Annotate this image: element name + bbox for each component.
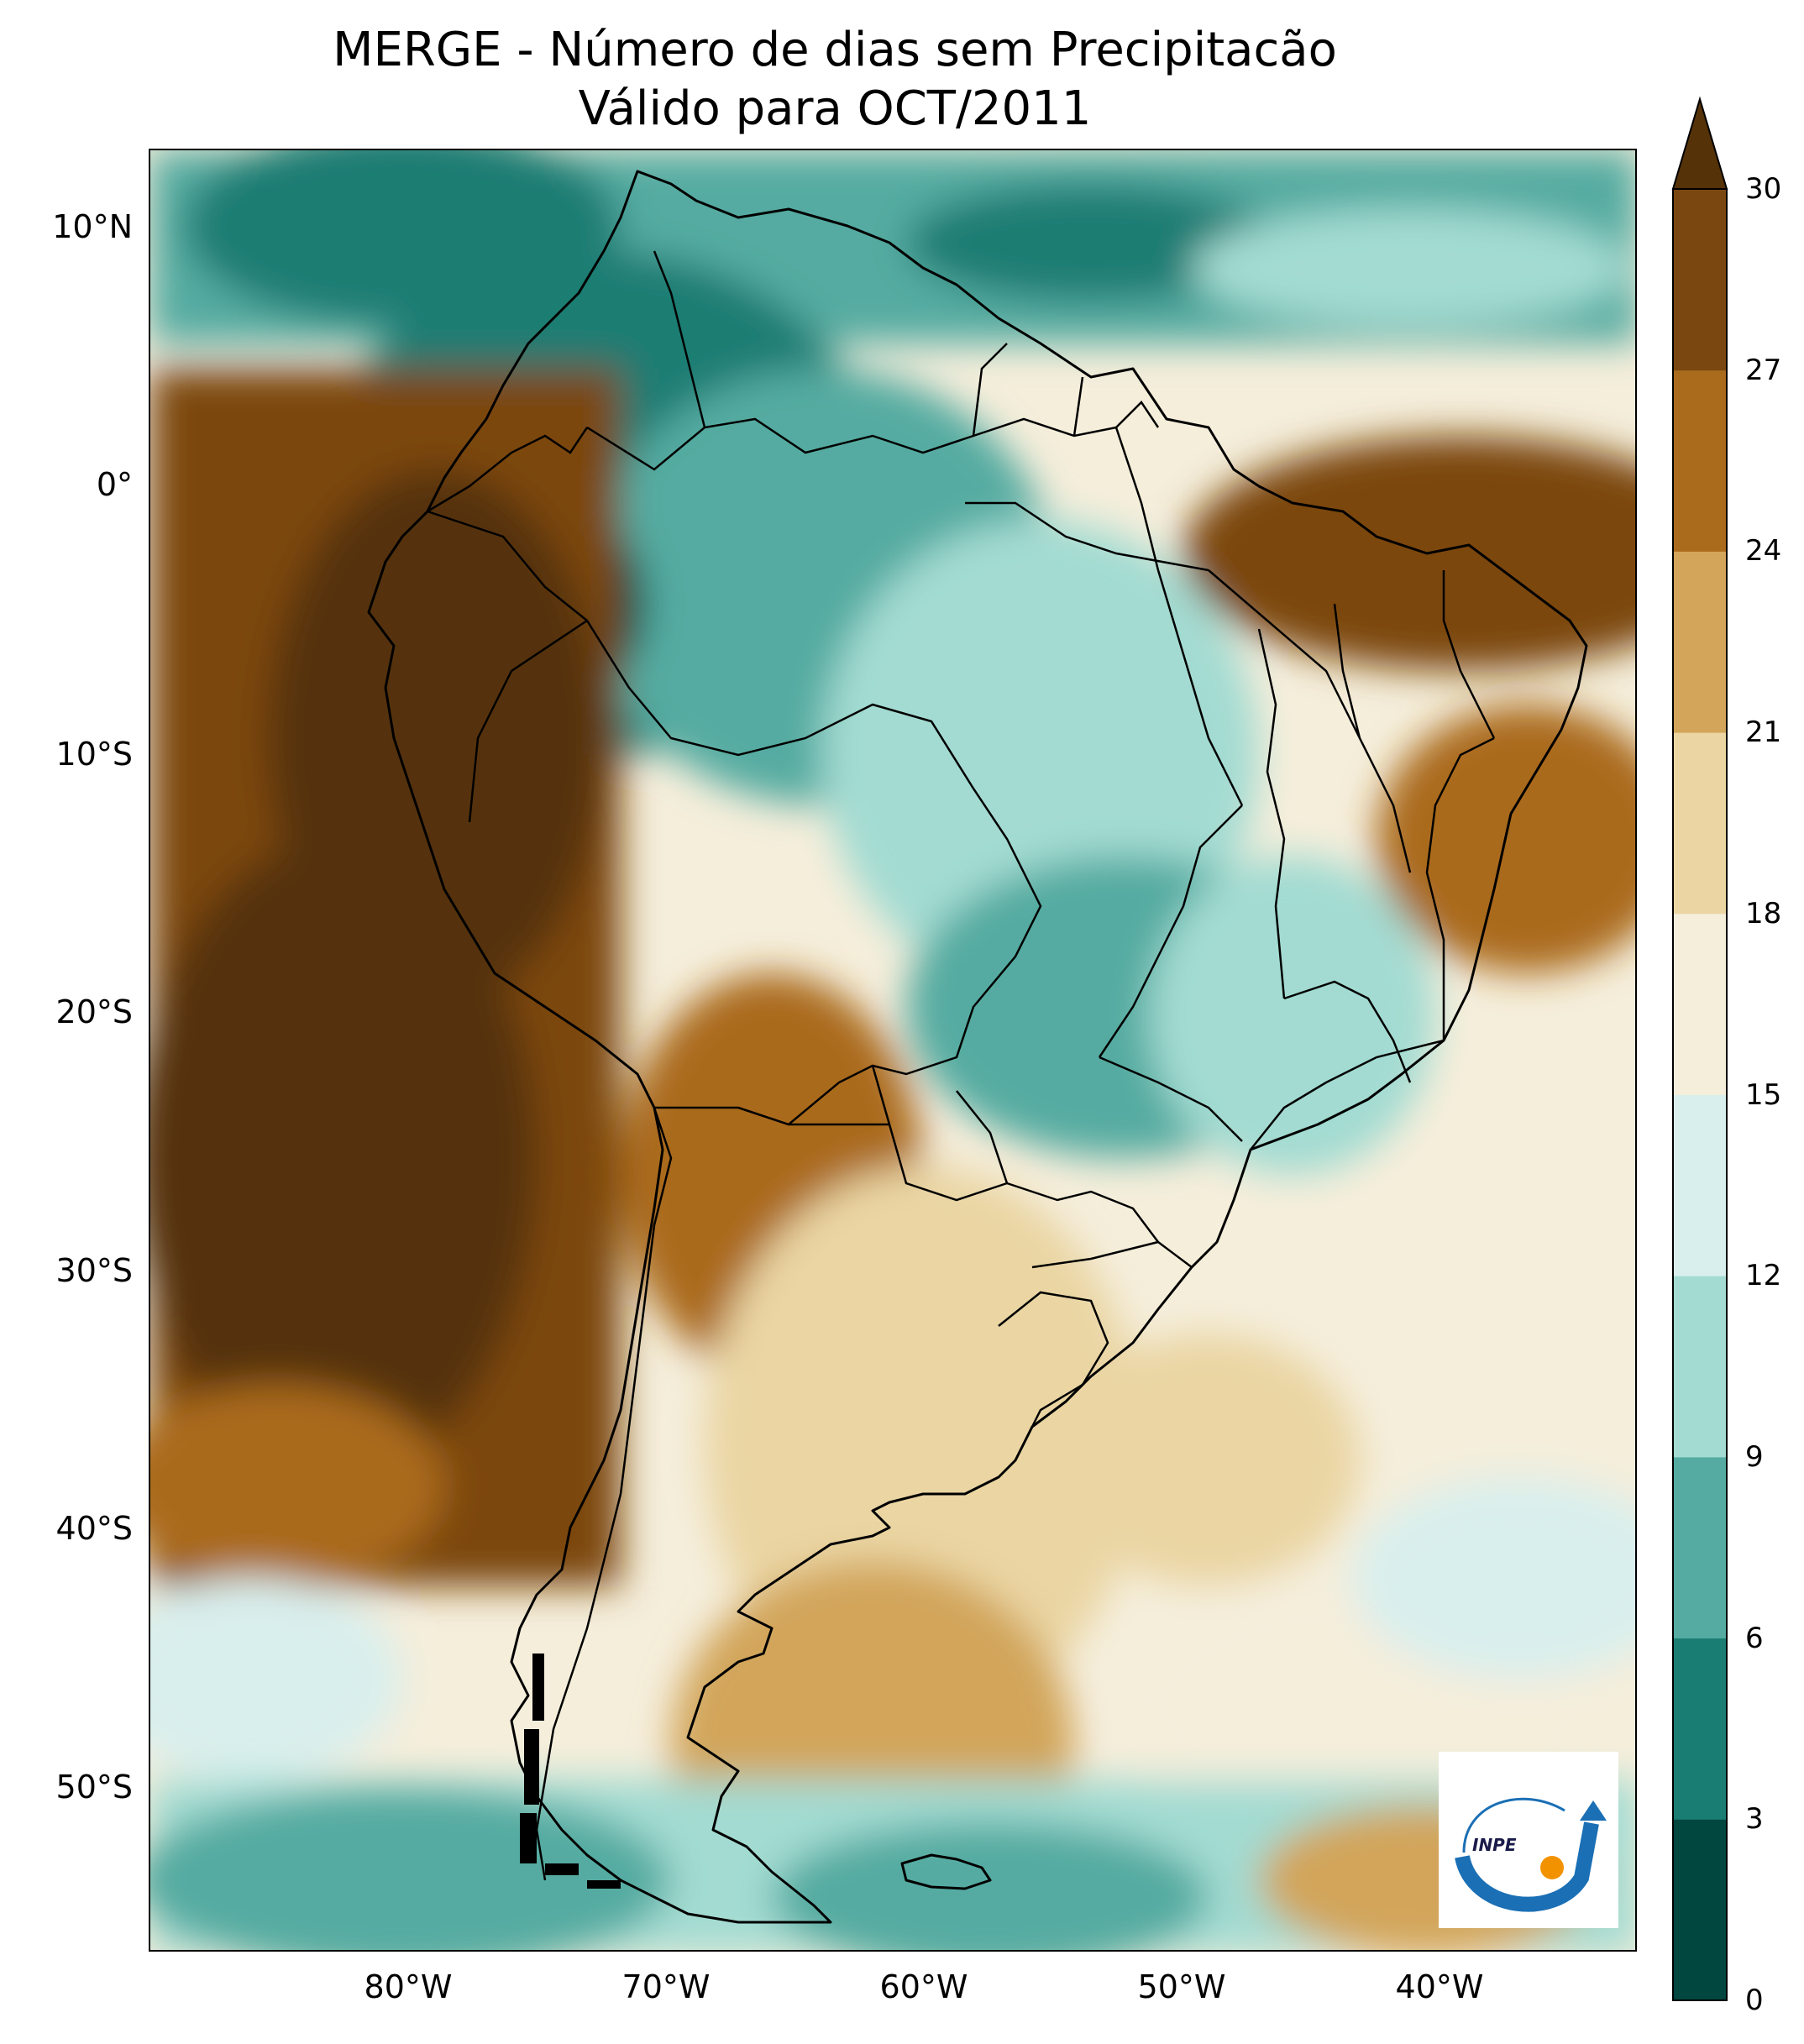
colorbar-segment [1673,1276,1727,1458]
colorbar-tick-label: 21 [1745,715,1782,750]
lat-label-0: 0° [96,466,133,503]
inpe-logo-graphic: INPE [1455,1797,1607,1912]
colorbar-tick-label: 0 [1745,1984,1764,2017]
map-subtitle: Válido para OCT/2011 [578,81,1092,136]
map-plot-area [149,149,1637,1952]
colorbar-segment [1673,1819,1727,2001]
colorbar-tick-label: 24 [1745,534,1782,569]
lon-label-70w: 70°W [621,1968,711,2005]
lat-label-10s: 10°S [55,736,133,773]
inpe-logo-text: INPE [1472,1835,1517,1855]
colorbar-segment [1673,1456,1727,1639]
colorbar-tick-label: 30 [1745,172,1782,206]
coastline [367,170,1588,1924]
lat-label-40s: 40°S [55,1510,133,1547]
colorbar-segment [1673,732,1727,915]
lon-label-50w: 50°W [1137,1968,1226,2005]
colorbar-tick-label: 15 [1745,1077,1782,1112]
colorbar-tick-label: 6 [1745,1621,1764,1655]
colorbar-tick-label: 9 [1745,1439,1764,1474]
chile-archipelago [520,1654,621,1889]
map-title: MERGE - Número de dias sem Precipitacão [333,23,1337,77]
colorbar-tick-label: 18 [1745,896,1782,930]
colorbar-tick-label: 12 [1745,1259,1782,1293]
lat-label-50s: 50°S [55,1769,133,1806]
colorbar-segment [1673,551,1727,733]
lat-label-10n: 10°N [52,208,133,245]
colorbar-extend-arrow [1671,96,1728,190]
country-borders [427,250,1496,1881]
colorbar-tick-label: 3 [1745,1802,1764,1837]
arrow-icon [1580,1800,1607,1821]
colorbar-tick-label: 27 [1745,353,1782,387]
lat-label-20s: 20°S [55,993,133,1030]
lon-label-80w: 80°W [364,1968,453,2005]
inpe-logo: INPE [1439,1752,1618,1928]
colorbar [1671,96,1728,2001]
colorbar-segment [1673,913,1727,1095]
colorbar-segment [1673,189,1727,371]
colorbar-segment [1673,1094,1727,1276]
lon-label-60w: 60°W [879,1968,968,2005]
lon-label-40w: 40°W [1395,1968,1484,2005]
sun-icon [1540,1856,1564,1879]
precipitation-map [150,150,1635,1950]
precip-field [150,150,1635,1950]
colorbar-segment [1673,1638,1727,1820]
colorbar-segment [1673,369,1727,552]
lat-label-30s: 30°S [55,1252,133,1289]
